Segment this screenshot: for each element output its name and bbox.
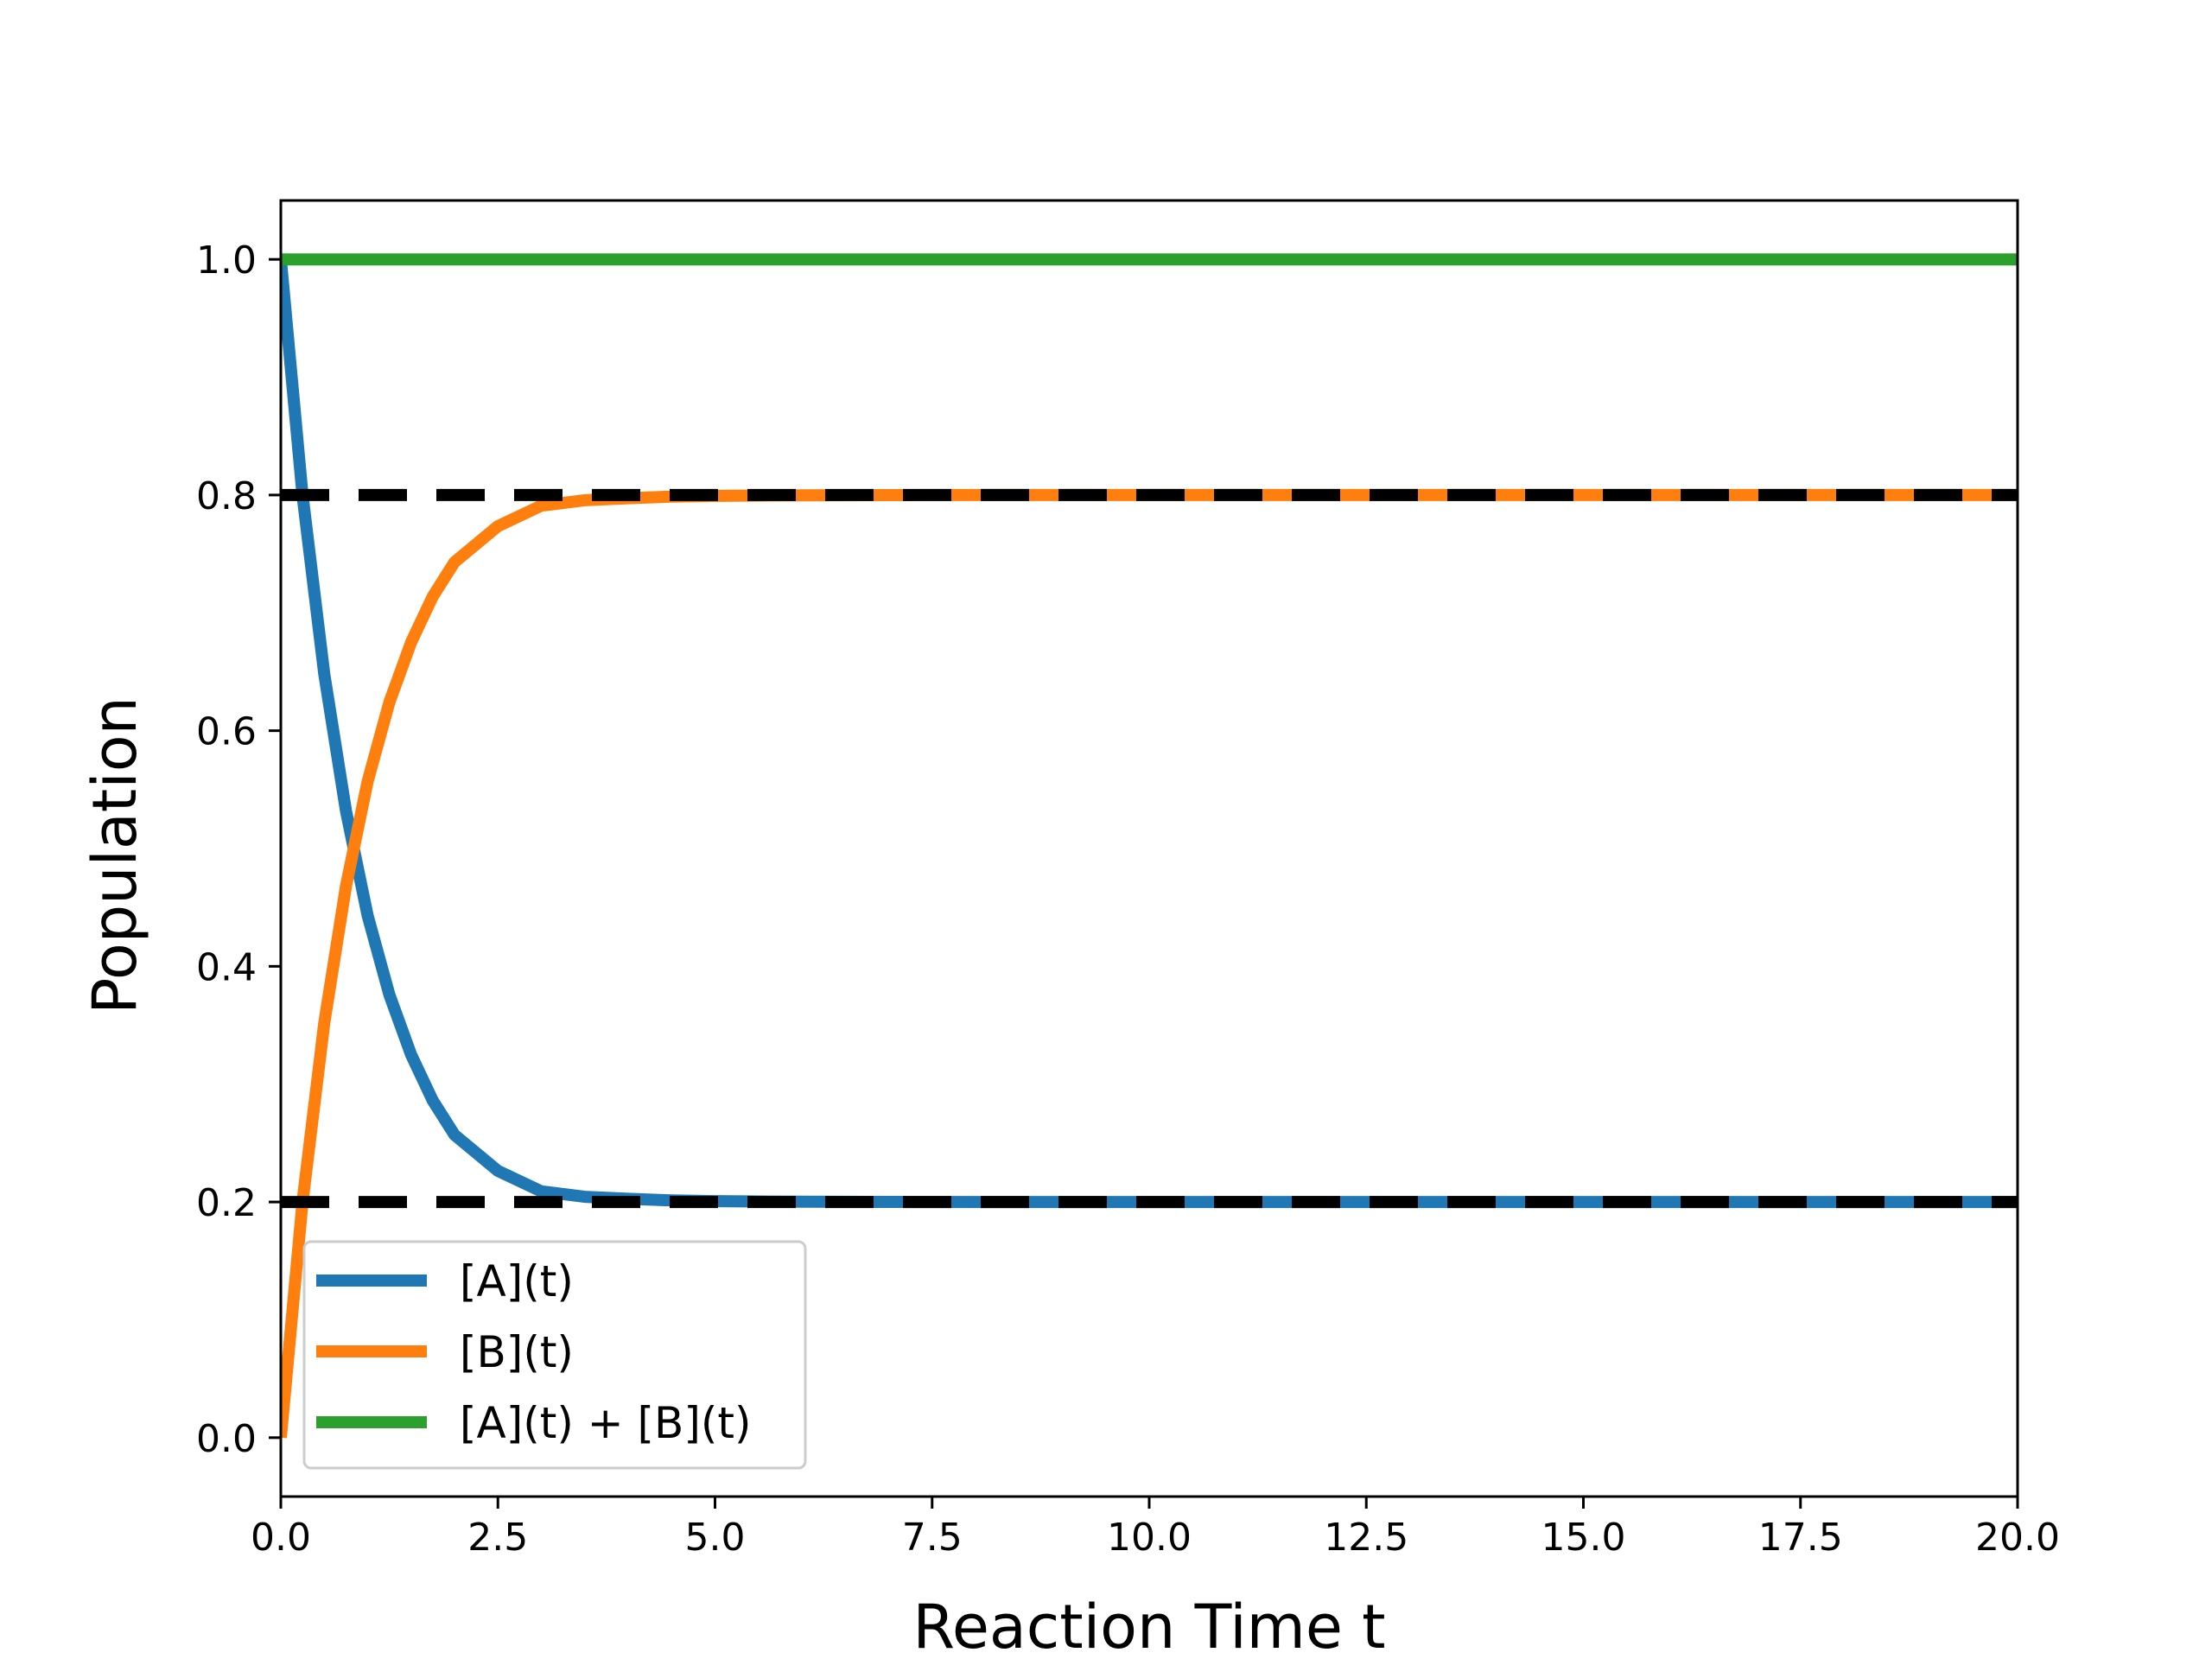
legend-label-b-t: [B](t) xyxy=(460,1327,574,1377)
series-group xyxy=(281,253,2018,1439)
x-tick-label: 2.5 xyxy=(467,1516,528,1560)
x-tick-label: 12.5 xyxy=(1324,1516,1408,1560)
legend: [A](t) [B](t) [A](t) + [B](t) xyxy=(302,1240,807,1470)
x-tick-label: 10.0 xyxy=(1107,1516,1192,1560)
axes: 0.0 2.5 5.0 7.5 10.0 12.5 15.0 17.5 20.0 0.0 0.2 0.… xyxy=(196,199,2060,1560)
y-tick-label: 0.8 xyxy=(196,474,257,518)
x-tick-label: 5.0 xyxy=(685,1516,746,1560)
y-tick-label: 0.6 xyxy=(196,710,257,754)
x-tick-label: 0.0 xyxy=(251,1516,311,1560)
y-tick-label: 0.4 xyxy=(196,945,257,989)
legend-label-a-t: [A](t) xyxy=(460,1256,574,1306)
x-tick-label: 15.0 xyxy=(1541,1516,1626,1560)
y-tick-label: 0.2 xyxy=(196,1181,257,1225)
x-axis-label: Reaction Time t xyxy=(912,1592,1385,1659)
x-tick-label: 7.5 xyxy=(902,1516,963,1560)
y-tick-label: 1.0 xyxy=(196,238,257,283)
y-tick-label: 0.0 xyxy=(196,1417,257,1461)
plot-area xyxy=(281,253,2018,1439)
x-tick-label: 20.0 xyxy=(1975,1516,2060,1560)
legend-label-a-t-b-t: [A](t) + [B](t) xyxy=(460,1398,751,1448)
y-axis-label: Population xyxy=(79,696,150,1014)
legend-box xyxy=(302,1240,807,1470)
x-tick-label: 17.5 xyxy=(1758,1516,1843,1560)
